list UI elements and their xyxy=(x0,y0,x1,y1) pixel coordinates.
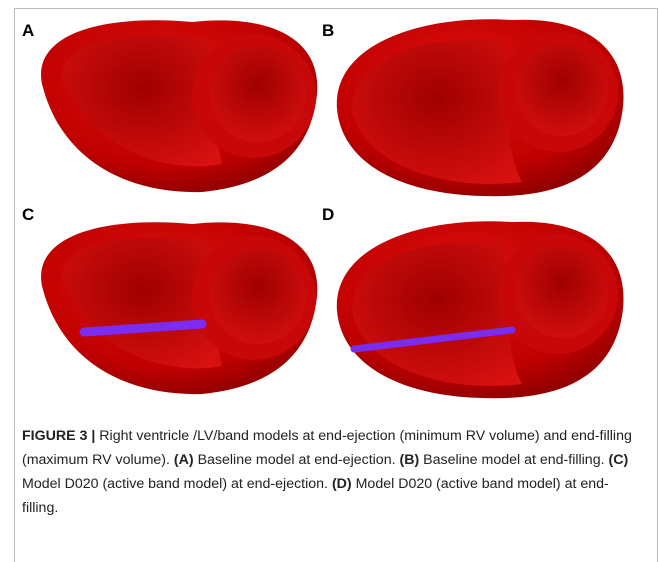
panel-label: D xyxy=(322,205,334,224)
panel-label: C xyxy=(22,205,34,224)
figure-art: A B C D xyxy=(0,0,659,420)
panel-b: B xyxy=(322,19,624,196)
panel-a: A xyxy=(22,20,317,192)
panel-label: A xyxy=(22,21,34,40)
panel-label: B xyxy=(322,21,334,40)
panel-d: D xyxy=(322,205,624,398)
item-label: (C) xyxy=(608,452,628,468)
page: A B C D FIGURE 3 | Right ventricle /LV/b… xyxy=(0,0,659,562)
caption: FIGURE 3 | Right ventricle /LV/band mode… xyxy=(22,424,642,520)
item-text: Baseline model at end-ejection. xyxy=(198,452,396,468)
item-text: Model D020 (active band model) at end-ej… xyxy=(22,476,328,492)
figure-label: FIGURE 3 | xyxy=(22,428,95,444)
panel-c: C xyxy=(22,205,317,394)
item-label: (D) xyxy=(332,476,352,492)
item-label: (A) xyxy=(174,452,194,468)
item-label: (B) xyxy=(399,452,419,468)
item-text: Baseline model at end-filling. xyxy=(423,452,604,468)
